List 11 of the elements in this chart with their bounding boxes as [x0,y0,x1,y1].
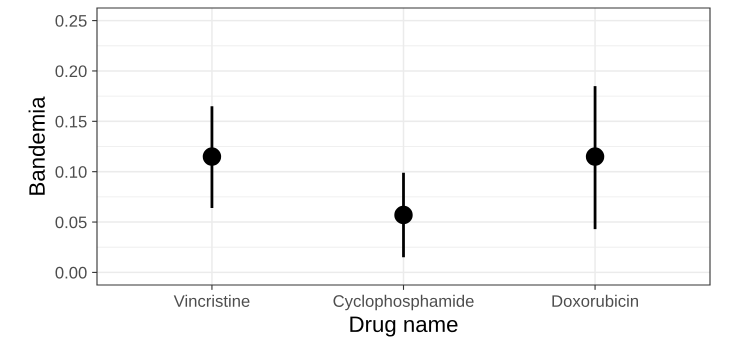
x-tick-label: Cyclophosphamide [333,294,474,310]
y-tick-label: 0.00 [55,266,87,279]
y-axis-title: Bandemia [28,96,45,195]
x-axis-title: Drug name [350,316,458,337]
y-tick-label: 0.15 [55,116,87,128]
y-tick-label: 0.25 [55,14,87,27]
y-tick-label: 0.10 [55,166,87,178]
y-tick-label: 0.20 [55,65,87,78]
x-tick-label: Vincristine [174,294,250,307]
x-tick-label: Doxorubicin [552,294,638,307]
y-tick-label: 0.05 [55,216,87,228]
